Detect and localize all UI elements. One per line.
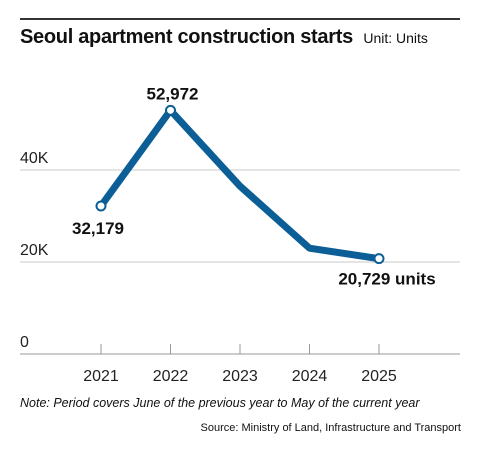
chart-title: Seoul apartment construction starts (20, 26, 353, 48)
x-tick-label: 2022 (153, 368, 189, 385)
y-tick-label: 40K (20, 150, 49, 167)
footnote: Note: Period covers June of the previous… (20, 396, 420, 410)
x-tick-label: 2021 (83, 368, 119, 385)
x-tick-label: 2023 (222, 368, 258, 385)
data-label: 52,972 (147, 84, 199, 103)
data-point-marker (165, 104, 176, 116)
data-label: 20,729 units (338, 270, 435, 289)
x-tick-label: 2025 (361, 368, 397, 385)
y-tick-label: 0 (20, 334, 29, 351)
data-point-marker (95, 200, 107, 212)
source-credit: Source: Ministry of Land, Infrastructure… (200, 422, 461, 434)
series-line (97, 106, 383, 263)
x-tick-label: 2024 (292, 368, 328, 385)
top-rule (20, 18, 460, 20)
data-point-marker (373, 253, 385, 265)
y-tick-label: 20K (20, 242, 49, 259)
chart-header: Seoul apartment construction starts Unit… (20, 26, 428, 49)
data-label: 32,179 (72, 219, 124, 238)
unit-label: Unit: Units (363, 30, 428, 46)
